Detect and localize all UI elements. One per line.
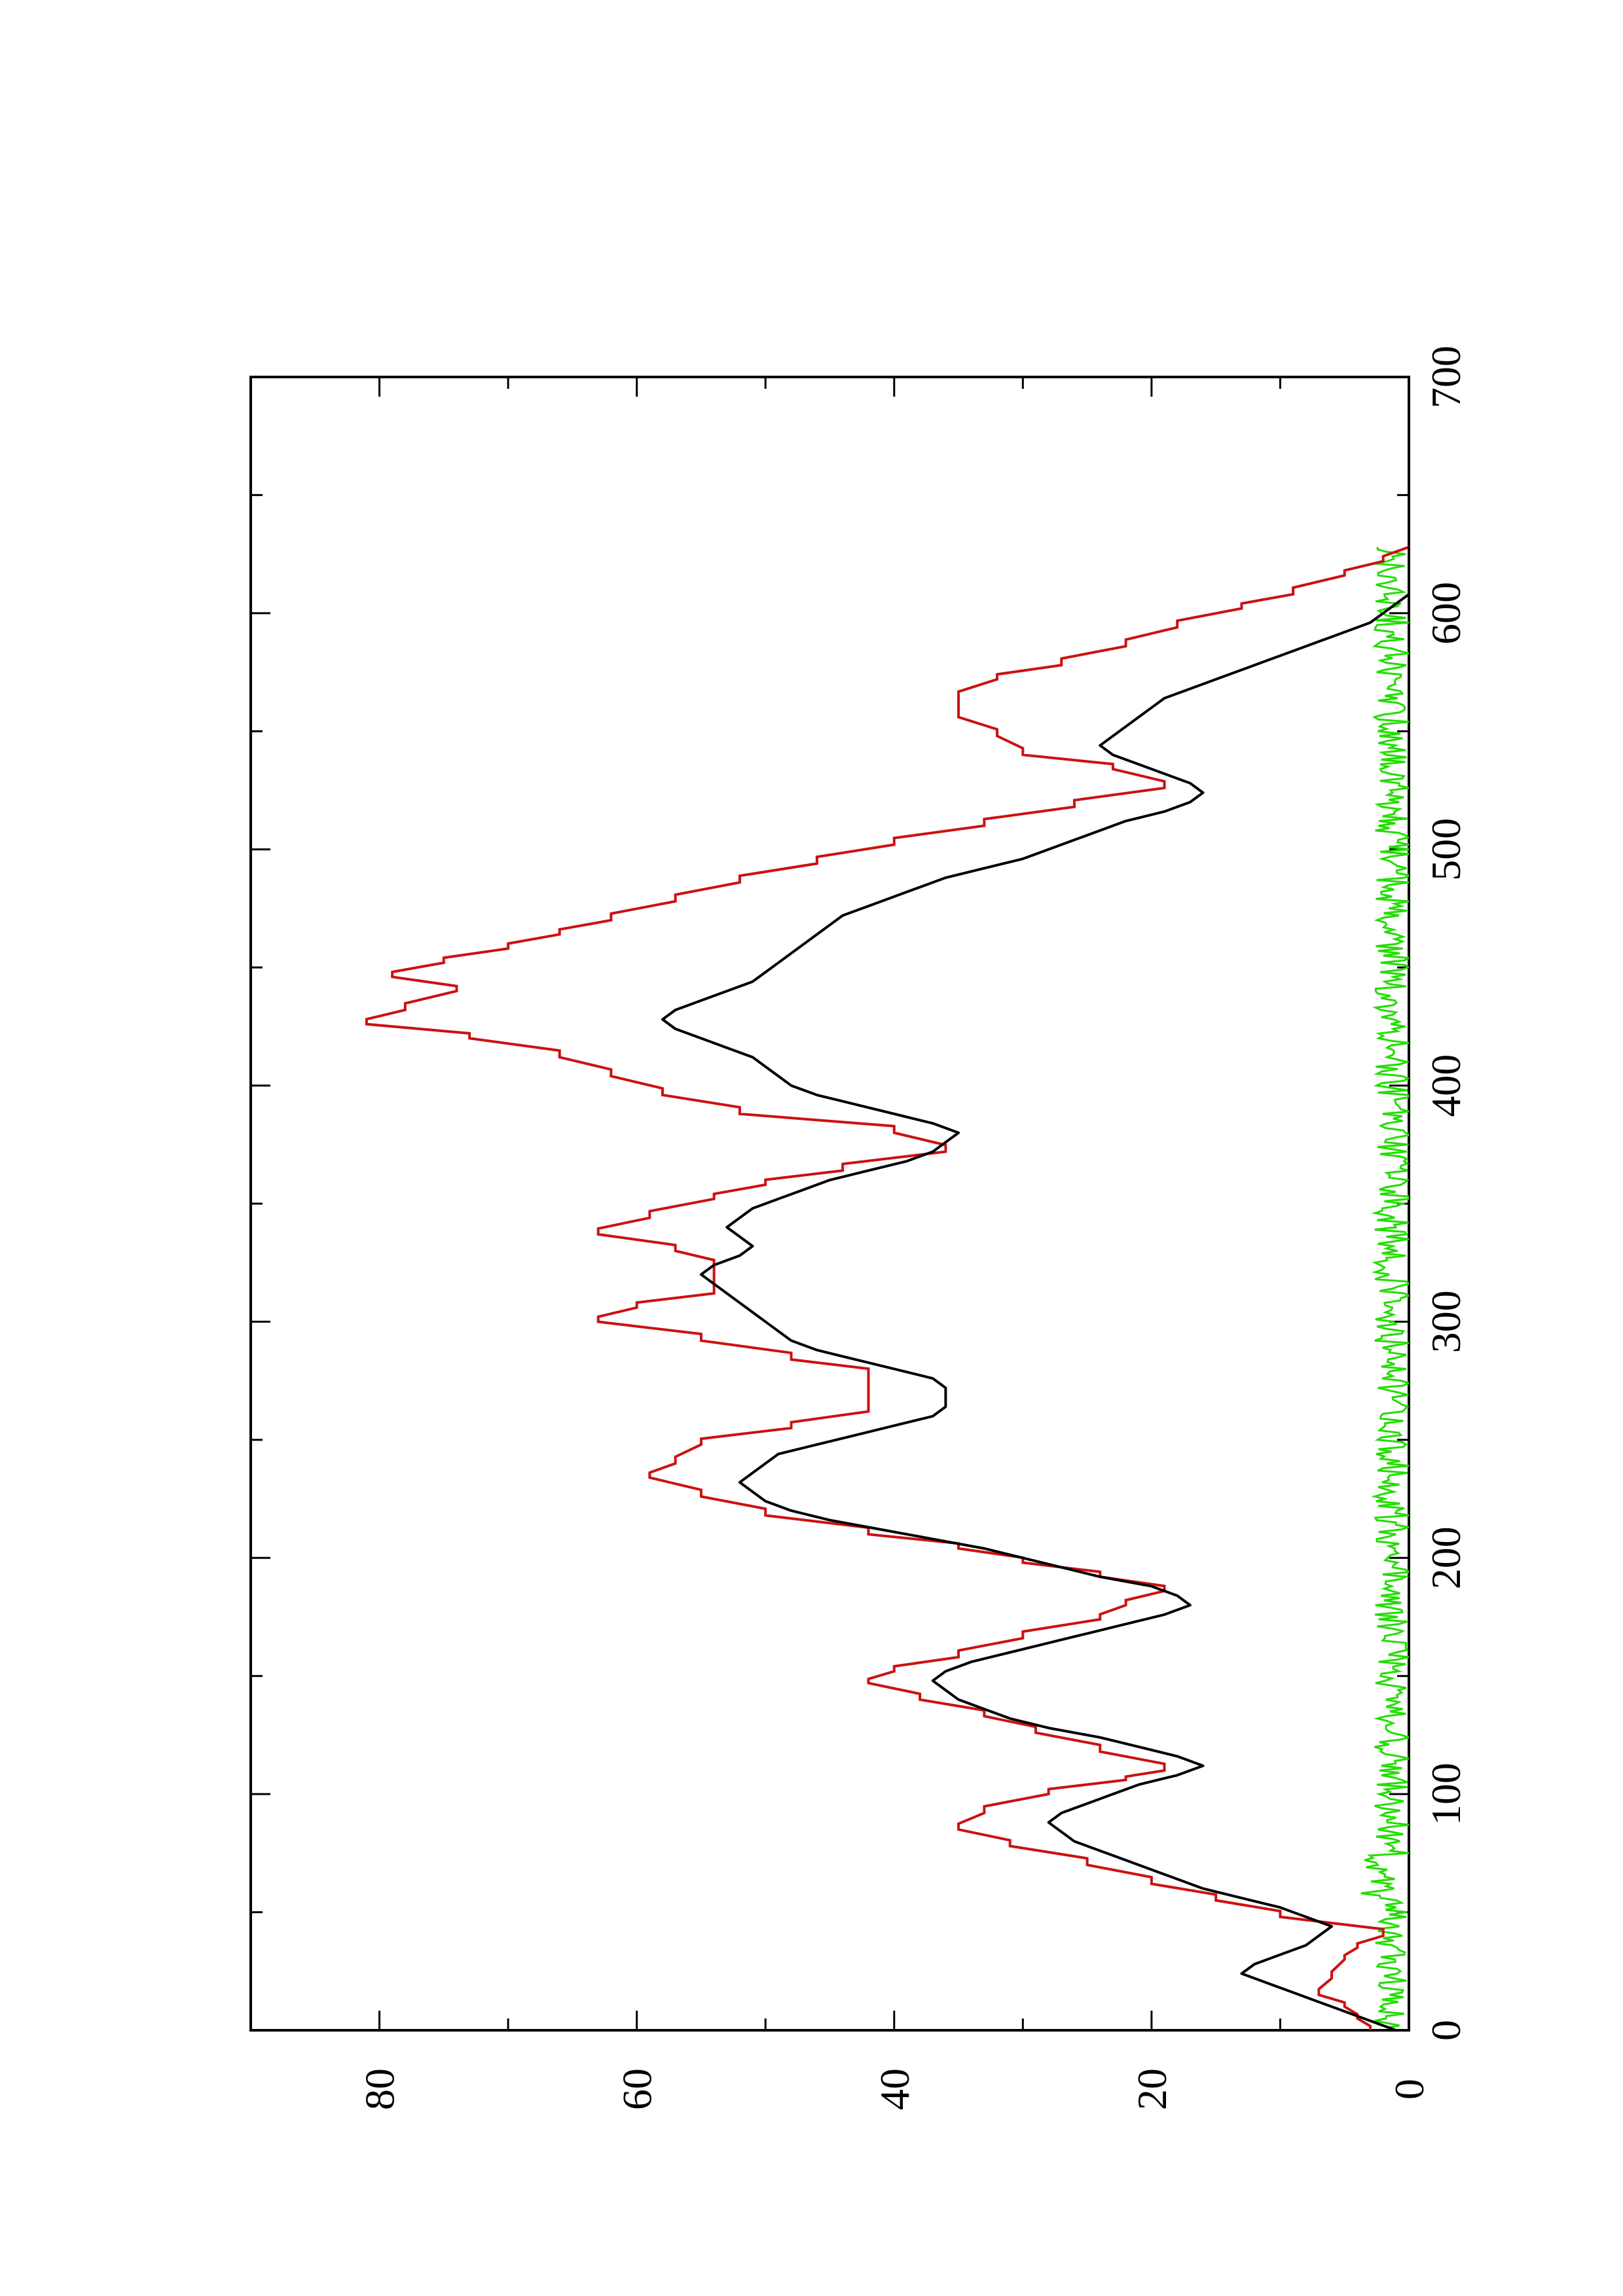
- x-tick-label: 400: [1423, 1054, 1469, 1117]
- x-tick-label: 0: [1423, 2020, 1469, 2041]
- y-tick-label: 0: [1386, 2079, 1432, 2100]
- series-green-line: [1360, 547, 1409, 2029]
- series-red-line: [365, 545, 1409, 2030]
- x-tick-label: 300: [1423, 1290, 1469, 1353]
- plot-frame: [249, 376, 1410, 2032]
- y-tick-label: 20: [1129, 2068, 1175, 2110]
- x-tick-label: 600: [1423, 582, 1469, 645]
- y-tick-label: 60: [614, 2068, 661, 2110]
- x-tick-label: 500: [1423, 818, 1469, 881]
- series-black-line: [661, 547, 1409, 2030]
- y-tick-label: 40: [871, 2068, 918, 2110]
- y-tick-label: 80: [357, 2068, 403, 2110]
- x-tick-label: 100: [1423, 1763, 1469, 1825]
- plot-area: 0 100 200 300 400 500 600 700 0 20 40 60 80: [249, 346, 1469, 2110]
- x-tick-label: 200: [1423, 1526, 1469, 1589]
- x-tick-label: 700: [1423, 346, 1469, 408]
